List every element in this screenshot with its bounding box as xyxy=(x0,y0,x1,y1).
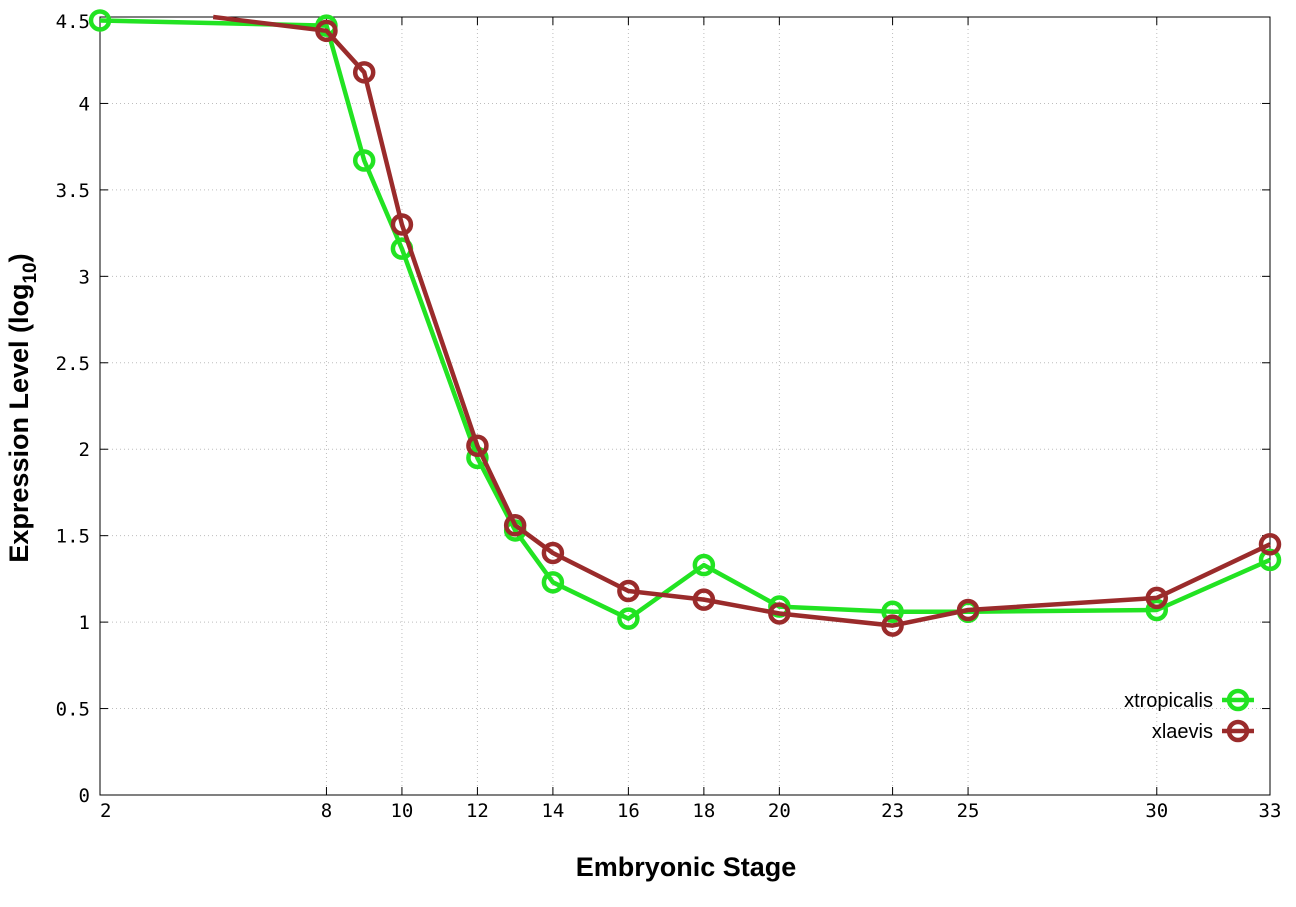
x-tick-label: 25 xyxy=(957,800,980,822)
data-point-xlaevis xyxy=(352,61,376,84)
x-tick-label: 20 xyxy=(768,800,791,822)
x-tick-label: 18 xyxy=(692,800,715,822)
x-tick-label: 33 xyxy=(1259,800,1282,822)
legend-label-xlaevis: xlaevis xyxy=(1152,721,1213,743)
data-point-xlaevis xyxy=(881,614,904,637)
series-layer xyxy=(88,9,1282,637)
data-point-xlaevis xyxy=(617,579,640,603)
x-tick-label: 30 xyxy=(1145,800,1168,822)
data-point-xlaevis xyxy=(541,541,565,565)
axis-ticks: 2 8 10 12 14 16 18 20 23 25 30 33 0 0.5 1 1.5 2 2.5 3 3.5 4 4… xyxy=(56,11,1282,822)
data-point-xtropicalis xyxy=(541,571,565,594)
data-point-xlaevis xyxy=(768,602,791,625)
y-tick-label: 4 xyxy=(79,93,90,115)
data-point-xlaevis xyxy=(503,514,527,537)
series-line-xtropicalis xyxy=(99,18,1271,621)
y-tick-label: 0 xyxy=(79,785,90,807)
legend-marker-xlaevis xyxy=(1226,719,1250,743)
data-point-xtropicalis xyxy=(617,607,640,630)
y-axis-title-main: Expression Level (log xyxy=(4,284,34,563)
legend: xtropicalis xlaevis xyxy=(1124,688,1254,743)
y-tick-label: 2.5 xyxy=(56,353,90,375)
data-point-xtropicalis xyxy=(88,9,112,32)
x-axis-title: Embryonic Stage xyxy=(576,852,797,882)
plot-frame xyxy=(99,16,1271,796)
legend-marker-xtropicalis xyxy=(1226,688,1250,712)
x-tick-label: 16 xyxy=(617,800,640,822)
y-tick-label: 1.5 xyxy=(56,526,90,548)
data-point-xlaevis xyxy=(390,213,414,236)
y-axis-title: Expression Level (log10) xyxy=(4,253,41,562)
y-tick-label: 3.5 xyxy=(56,180,90,202)
series-line-xlaevis xyxy=(212,14,1271,628)
data-point-xtropicalis xyxy=(881,600,904,623)
legend-label-xtropicalis: xtropicalis xyxy=(1124,690,1213,712)
data-point-xtropicalis xyxy=(692,553,716,577)
y-tick-label: 3 xyxy=(79,266,90,288)
data-point-xlaevis xyxy=(466,434,489,458)
x-tick-label: 14 xyxy=(541,800,564,822)
data-point-xtropicalis xyxy=(352,149,376,172)
y-tick-label: 4.5 xyxy=(56,11,90,33)
data-point-xtropicalis xyxy=(1258,548,1282,572)
y-tick-label: 1 xyxy=(79,612,90,634)
x-tick-label: 23 xyxy=(881,800,904,822)
grid xyxy=(100,17,1270,795)
x-tick-label: 12 xyxy=(466,800,489,822)
x-tick-label: 2 xyxy=(100,800,111,822)
y-tick-label: 2 xyxy=(79,439,90,461)
data-point-xlaevis xyxy=(956,598,980,622)
x-tick-label: 8 xyxy=(321,800,332,822)
data-point-xtropicalis xyxy=(1145,598,1169,622)
y-tick-label: 0.5 xyxy=(56,699,90,721)
data-point-xlaevis xyxy=(692,588,716,611)
data-point-xlaevis xyxy=(1258,533,1282,556)
x-tick-label: 10 xyxy=(390,800,413,822)
y-axis-title-subscript: 10 xyxy=(20,262,41,283)
series-xlaevis xyxy=(212,14,1282,637)
y-axis-title-close: ) xyxy=(4,253,34,262)
data-point-xlaevis xyxy=(315,19,338,43)
data-point-xlaevis xyxy=(1145,586,1169,610)
